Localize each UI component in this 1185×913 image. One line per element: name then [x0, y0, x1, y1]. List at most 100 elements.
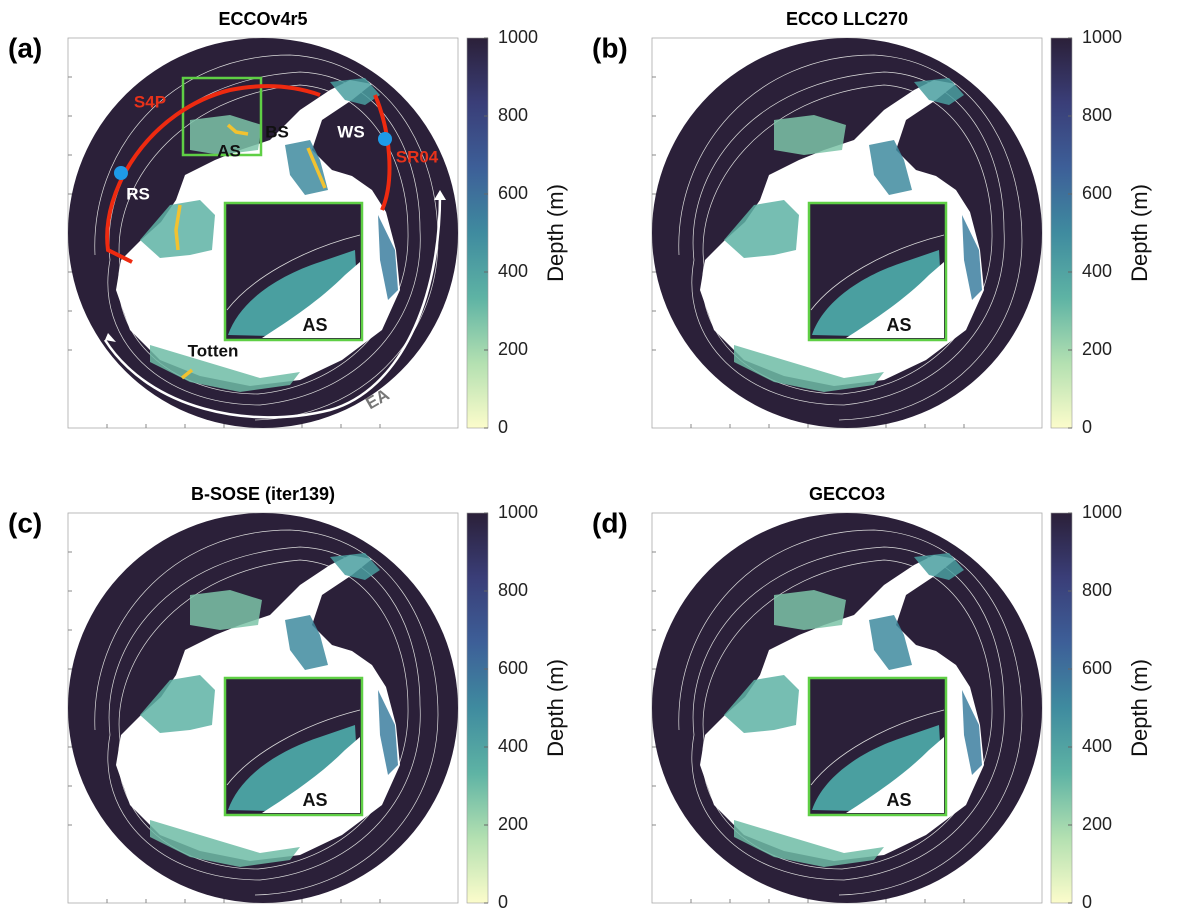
inset-land: [846, 262, 944, 338]
shelf: [285, 615, 328, 670]
colorbar-tick-label: 400: [1082, 736, 1112, 756]
inset-land: [262, 737, 360, 813]
colorbar-tick-label: 800: [1082, 580, 1112, 600]
colorbar-tick-label: 200: [498, 339, 528, 359]
shelf: [724, 675, 799, 733]
shelf: [378, 690, 398, 775]
colorbar-label: Depth (m): [1127, 659, 1152, 757]
shelf: [724, 200, 799, 258]
shelf: [330, 78, 380, 105]
contour: [107, 546, 421, 881]
annotation: BS: [265, 122, 289, 141]
shelf: [869, 615, 912, 670]
inset-label: AS: [886, 315, 911, 335]
panel-label: (b): [592, 32, 628, 63]
shelf: [150, 820, 300, 867]
contour: [94, 54, 439, 421]
annotation: S4P: [134, 92, 166, 111]
colorbar-label: Depth (m): [543, 184, 568, 282]
shelf: [869, 140, 912, 195]
shelf: [774, 115, 846, 155]
panel-title: B-SOSE (iter139): [191, 484, 335, 504]
colorbar-tick-label: 600: [1082, 183, 1112, 203]
inset-land: [262, 262, 360, 338]
colorbar: [466, 512, 489, 904]
contour: [94, 529, 439, 896]
colorbar-tick-label: 400: [1082, 261, 1112, 281]
panel: (d) GECCO3 AS 0 200 400 600 800 1000 Depth (m): [592, 484, 1152, 912]
shelf: [330, 553, 380, 580]
colorbar-tick-label: 0: [1082, 892, 1092, 908]
inset-label: AS: [886, 790, 911, 810]
colorbar-tick-label: 800: [498, 580, 528, 600]
shelf: [962, 215, 982, 300]
arrow-head: [434, 190, 446, 200]
panel: (c) B-SOSE (iter139) AS 0 200 400 600 800 1000 De…: [8, 484, 568, 912]
colorbar-tick-label: 0: [498, 892, 508, 908]
section-marker: [180, 368, 194, 380]
contour: [691, 546, 1005, 881]
colorbar-label: Depth (m): [1127, 184, 1152, 282]
shelf: [150, 345, 300, 392]
colorbar-tick-label: 0: [1082, 417, 1092, 437]
shelf: [378, 215, 398, 300]
panel: (b) ECCO LLC270 AS 0 200 400 600 800 1000 Depth (…: [592, 9, 1152, 437]
shelf: [285, 140, 328, 195]
colorbar-tick-label: 400: [498, 261, 528, 281]
colorbar-tick-label: 800: [498, 105, 528, 125]
inset-contour: [226, 709, 361, 786]
section-marker: [174, 204, 182, 251]
panel-label: (a): [8, 32, 42, 63]
arc-arrow: [103, 194, 442, 419]
section-marker: [306, 147, 327, 189]
colorbar-tick-label: 1000: [1082, 27, 1122, 47]
shelf: [190, 590, 262, 630]
panel-label: (d): [592, 507, 628, 538]
colorbar-tick-label: 1000: [498, 27, 538, 47]
colorbar: [1050, 512, 1073, 904]
inset-contour: [810, 234, 945, 311]
shelf: [914, 553, 964, 580]
inset-contour: [226, 234, 361, 311]
panel-label: (c): [8, 507, 42, 538]
colorbar-tick-label: 1000: [1082, 502, 1122, 522]
inset-contour: [810, 709, 945, 786]
inset-label: AS: [302, 790, 327, 810]
panel-title: GECCO3: [809, 484, 885, 504]
region-box: [181, 76, 263, 157]
section-line: [105, 84, 321, 264]
colorbar: [1050, 37, 1073, 429]
shelf: [914, 78, 964, 105]
colorbar-tick-label: 0: [498, 417, 508, 437]
shelf: [774, 590, 846, 630]
section-line: [373, 94, 392, 211]
station: [378, 132, 392, 146]
station: [114, 166, 128, 180]
colorbar-tick-label: 200: [1082, 339, 1112, 359]
panel-title: ECCO LLC270: [786, 9, 908, 29]
shelf: [962, 690, 982, 775]
annotation: RS: [126, 184, 150, 203]
annotation: WS: [337, 122, 364, 141]
inset-land: [846, 737, 944, 813]
colorbar: [466, 37, 489, 429]
contour: [678, 529, 1023, 896]
colorbar-tick-label: 600: [1082, 658, 1112, 678]
shelf: [140, 675, 215, 733]
contour: [678, 54, 1023, 421]
annotation: Totten: [188, 341, 239, 360]
contour: [691, 71, 1005, 406]
colorbar-label: Depth (m): [543, 659, 568, 757]
colorbar-tick-label: 1000: [498, 502, 538, 522]
annotation: AS: [217, 141, 241, 160]
panel-title: ECCOv4r5: [218, 9, 307, 29]
colorbar-tick-label: 400: [498, 736, 528, 756]
shelf: [734, 345, 884, 392]
shelf: [190, 115, 262, 155]
inset-label: AS: [302, 315, 327, 335]
colorbar-tick-label: 600: [498, 658, 528, 678]
colorbar-tick-label: 600: [498, 183, 528, 203]
colorbar-tick-label: 200: [498, 814, 528, 834]
